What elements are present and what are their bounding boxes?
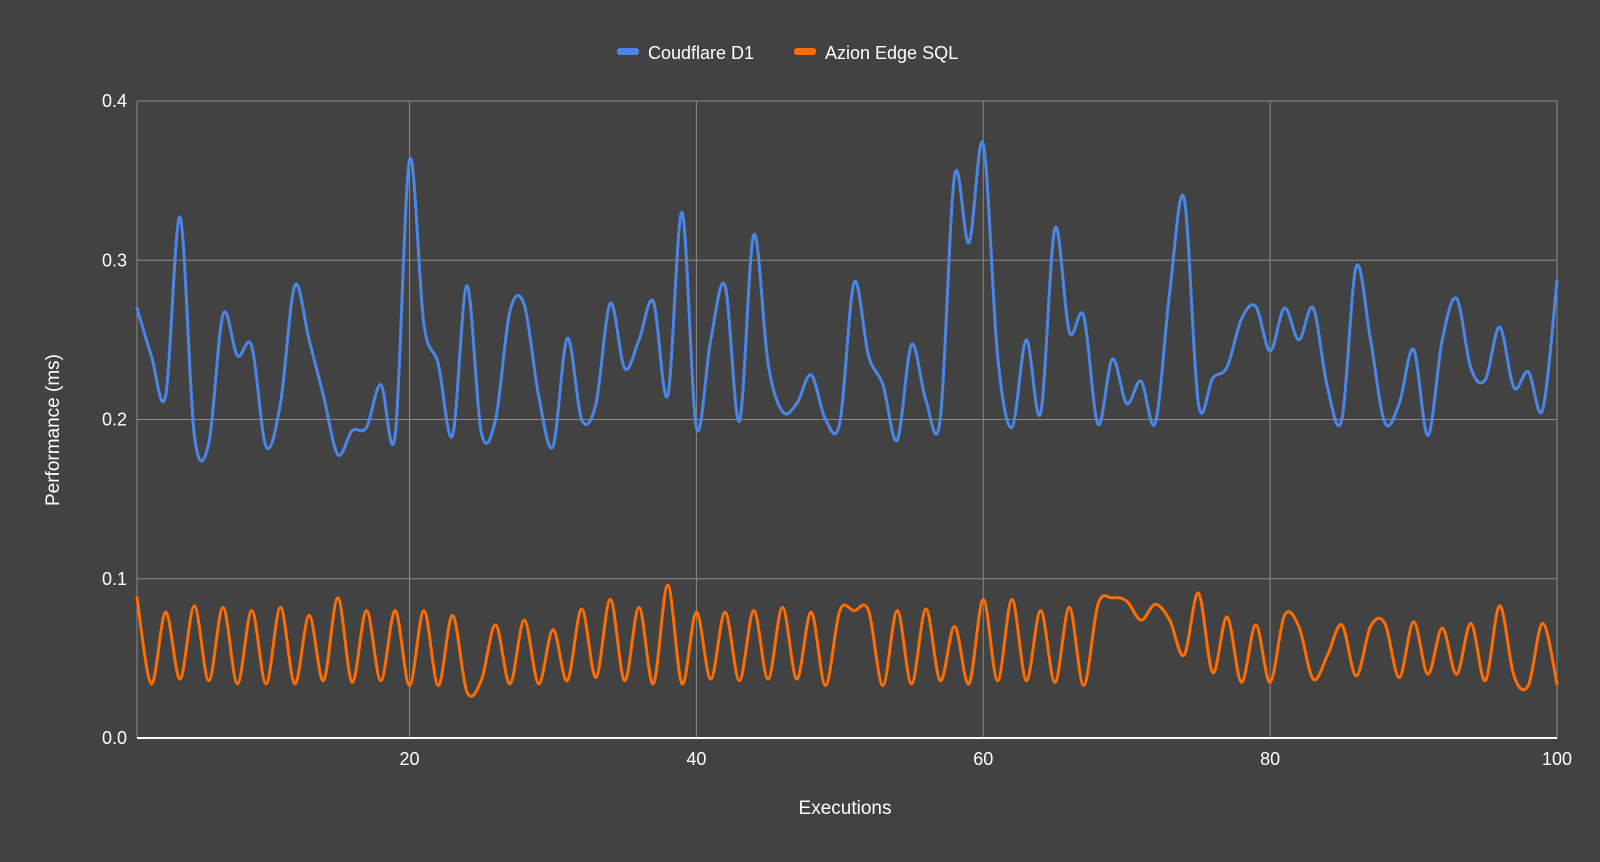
x-tick-label: 40: [686, 749, 706, 769]
y-tick-label: 0.0: [102, 728, 127, 748]
y-tick-label: 0.3: [102, 250, 127, 270]
gridlines: [136, 100, 1558, 738]
y-axis-title: Performance (ms): [43, 354, 64, 506]
x-tick-label: 20: [400, 749, 420, 769]
legend-label-cloudflare-d1: Coudflare D1: [648, 43, 754, 63]
x-axis-title: Executions: [799, 798, 892, 819]
legend-swatch-cloudflare-d1: [617, 48, 639, 55]
legend-label-azion-edge-sql: Azion Edge SQL: [825, 43, 958, 63]
series-lines: [135, 140, 1559, 739]
y-tick-label: 0.4: [102, 91, 127, 111]
x-tick-label: 100: [1542, 749, 1572, 769]
legend: Coudflare D1 Azion Edge SQL: [617, 43, 958, 63]
y-tick-label: 0.2: [102, 410, 127, 430]
series-line-azion-edge-sql: [135, 583, 1559, 698]
series-line-cloudflare-d1: [135, 140, 1559, 463]
x-tick-label: 60: [973, 749, 993, 769]
x-tick-label: 80: [1260, 749, 1280, 769]
y-axis-ticks: 0.0 0.1 0.2 0.3 0.4: [102, 91, 127, 748]
y-tick-label: 0.1: [102, 569, 127, 589]
legend-swatch-azion-edge-sql: [794, 48, 816, 55]
x-axis-ticks: 20 40 60 80 100: [400, 749, 1573, 769]
